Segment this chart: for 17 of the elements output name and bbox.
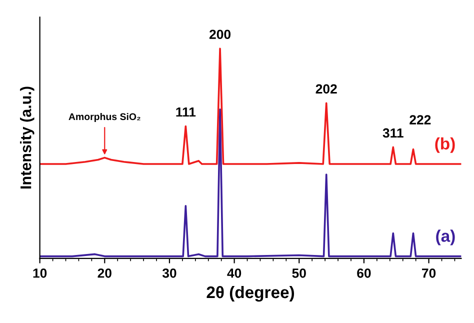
x-tick-label: 70 <box>422 268 436 278</box>
x-tick-label: 40 <box>227 268 242 278</box>
annotation: 311 <box>382 128 404 138</box>
x-tick-label: 10 <box>33 268 47 278</box>
series-label: (a) <box>436 230 455 246</box>
annotation: 222 <box>410 115 431 124</box>
x-axis-title: 2θ (degree) <box>206 286 294 302</box>
y-axis-title: Intensity (a.u.) <box>20 86 34 189</box>
annotation: 200 <box>209 30 231 40</box>
annotation: 202 <box>316 84 337 94</box>
x-tick-label: 30 <box>162 268 176 278</box>
x-tick-label: 50 <box>292 268 306 278</box>
x-tick-label: 20 <box>98 268 112 278</box>
annotation: 111 <box>176 107 196 117</box>
annotation: Amorphus SiO₂ <box>68 112 140 122</box>
series-label: (b) <box>435 137 455 153</box>
x-tick-label: 60 <box>357 268 371 278</box>
